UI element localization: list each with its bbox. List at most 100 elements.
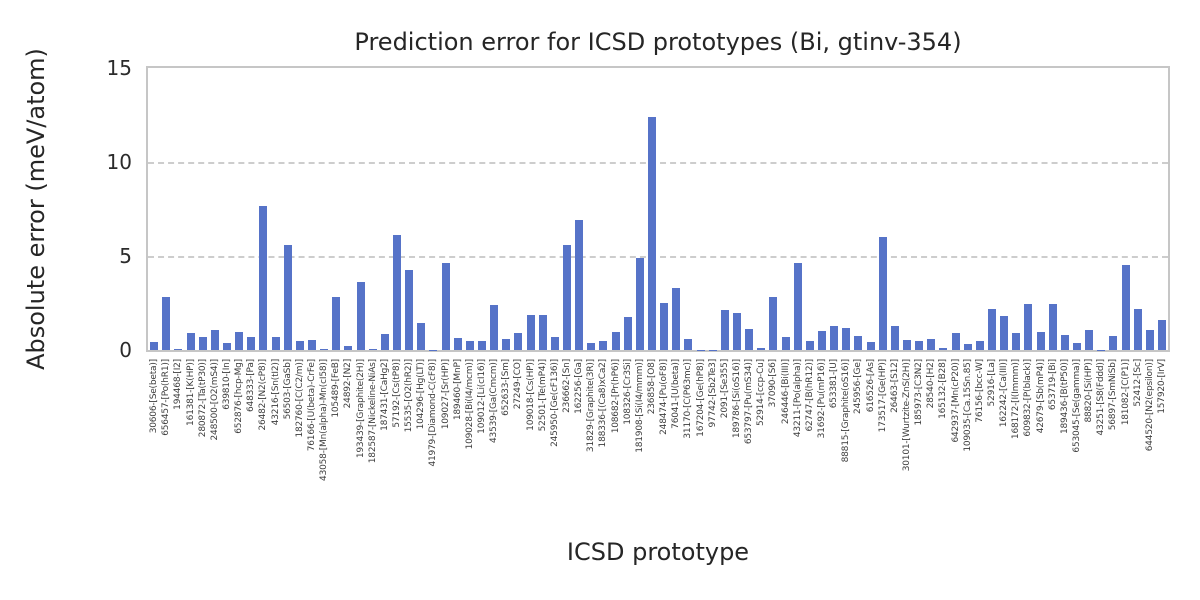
bar — [587, 342, 596, 350]
x-tick-label: 109027-[Sr(HP)] — [440, 359, 451, 430]
bar — [1012, 333, 1021, 350]
x-tick-label: 26482-[N2(cP8)] — [258, 359, 269, 431]
bar — [514, 333, 523, 350]
x-tick-label: 109012-[Li(cI16)] — [476, 359, 487, 434]
x-tick-label: 236662-[Sn] — [561, 359, 572, 413]
plot-area — [146, 66, 1170, 352]
x-tick-label: 648333-[Pa] — [246, 359, 257, 412]
x-tick-label: 188336-[(Ca8)xCa2] — [598, 359, 609, 448]
bar — [477, 340, 486, 350]
x-tick-label: 15535-[O2(hR2)] — [404, 359, 415, 433]
bar — [380, 334, 389, 350]
bar — [866, 341, 875, 350]
bar — [259, 206, 268, 350]
bar — [247, 336, 256, 350]
x-tick-label: 105489-[FeB] — [331, 359, 342, 418]
x-tick-label: 52412-[Sc] — [1132, 359, 1143, 407]
bar — [951, 333, 960, 350]
bar — [878, 237, 887, 350]
bar — [660, 303, 669, 350]
x-tick-label: 52501-[Te(mP4)] — [537, 359, 548, 432]
bar — [295, 340, 304, 350]
x-tick-label: 76041-[U(beta)] — [671, 359, 682, 429]
x-tick-label: 2091-[Se355] — [719, 359, 730, 419]
y-tick-label: 10 — [106, 150, 132, 174]
x-tick-label: 609832-[P(black)] — [1023, 359, 1034, 437]
x-tick-label: 167204-[Ge(hP8)] — [695, 359, 706, 437]
x-tick-label: 644520-[N2(epsilon)] — [1144, 359, 1155, 452]
x-tick-label: 248474-[Pu(oF8)] — [659, 359, 670, 435]
x-tick-label: 76166-[U(beta)-CrFe] — [306, 359, 317, 452]
bar — [465, 340, 474, 350]
x-tick-label: 108682-[Pr(hP6)] — [610, 359, 621, 434]
bar — [793, 262, 802, 350]
x-tick-label: 189786-[Si(oS16)] — [731, 359, 742, 439]
x-tick-label: 88815-[Graphite(oS16)] — [841, 359, 852, 463]
bar — [1060, 335, 1069, 350]
bar — [635, 257, 644, 350]
bar — [975, 340, 984, 350]
bar — [720, 309, 729, 350]
x-tick-label: 248500-[O2(mS4)] — [209, 359, 220, 441]
x-tick-label: 56503-[GaSb] — [282, 359, 293, 420]
x-tick-label: 653797-[Pu(mS34)] — [744, 359, 755, 445]
bar — [915, 340, 924, 350]
x-tick-label: 57192-[Cs(tP8)] — [391, 359, 402, 428]
x-tick-label: 653719-[Bi] — [1047, 359, 1058, 411]
bar — [1133, 308, 1142, 350]
x-tick-label: 187431-[CaHg2] — [379, 359, 390, 431]
bar — [1085, 330, 1094, 350]
bar — [186, 333, 195, 350]
x-tick-label: 43211-[Po(alpha)] — [792, 359, 803, 438]
bar — [356, 282, 365, 350]
bar — [575, 220, 584, 350]
bar — [320, 349, 329, 350]
bar — [417, 322, 426, 350]
bar — [830, 325, 839, 350]
x-tick-label: 173517-[Ge(HP)] — [877, 359, 888, 433]
bar — [745, 329, 754, 350]
bar — [769, 297, 778, 350]
x-tick-label: 181082-[C(P1)] — [1120, 359, 1131, 426]
bar — [817, 331, 826, 350]
bar — [405, 270, 414, 350]
bar — [1157, 319, 1166, 350]
x-tick-label: 652876-[hcp-Mg] — [234, 359, 245, 434]
x-tick-label: 43058-[Mn(alpha)-Mn(cI58)] — [319, 359, 330, 481]
bar — [805, 340, 814, 350]
bar — [271, 336, 280, 350]
x-tick-label: 246446-[Bi(III)] — [780, 359, 791, 425]
bar — [562, 244, 571, 350]
x-tick-label: 52916-[La] — [986, 359, 997, 407]
x-tick-label: 109018-[Cs(HP)] — [525, 359, 536, 431]
bar — [490, 304, 499, 350]
bar — [526, 315, 535, 350]
x-tick-label: 108326-[Cr3Si] — [622, 359, 633, 425]
x-tick-label: 31692-[Pu(mP16)] — [816, 359, 827, 439]
bar — [441, 262, 450, 350]
y-tick-label: 0 — [119, 338, 132, 362]
x-tick-label: 52914-[ccp-Cu] — [756, 359, 767, 426]
x-tick-label: 193439-[Graphite(2H)] — [355, 359, 366, 459]
bar — [902, 339, 911, 350]
bar — [1121, 265, 1130, 350]
x-tick-label: 642937-[Mn(cP20)] — [950, 359, 961, 443]
x-tick-label: 652633-[Sm] — [501, 359, 512, 416]
x-tick-label: 42679-[Sb(mP4)] — [1035, 359, 1046, 434]
gridline — [148, 162, 1168, 164]
x-tick-label: 185973-[C3N2] — [914, 359, 925, 426]
bar — [599, 340, 608, 350]
bar — [210, 330, 219, 350]
bar — [222, 342, 231, 350]
x-tick-label: 182760-[C(C2/m)] — [294, 359, 305, 438]
bar — [150, 341, 159, 350]
bar — [235, 332, 244, 350]
bar — [757, 347, 766, 350]
x-tick-label: 639810-[In] — [221, 359, 232, 410]
x-tick-label: 30606-[Se(beta)] — [149, 359, 160, 434]
y-tick-label: 15 — [106, 56, 132, 80]
x-tick-label: 31829-[Graphite(3R)] — [586, 359, 597, 453]
x-tick-label: 653381-[U] — [829, 359, 840, 409]
x-tick-label: 168172-[I(Immm)] — [1011, 359, 1022, 440]
x-tick-label: 165132-[B28] — [938, 359, 949, 419]
